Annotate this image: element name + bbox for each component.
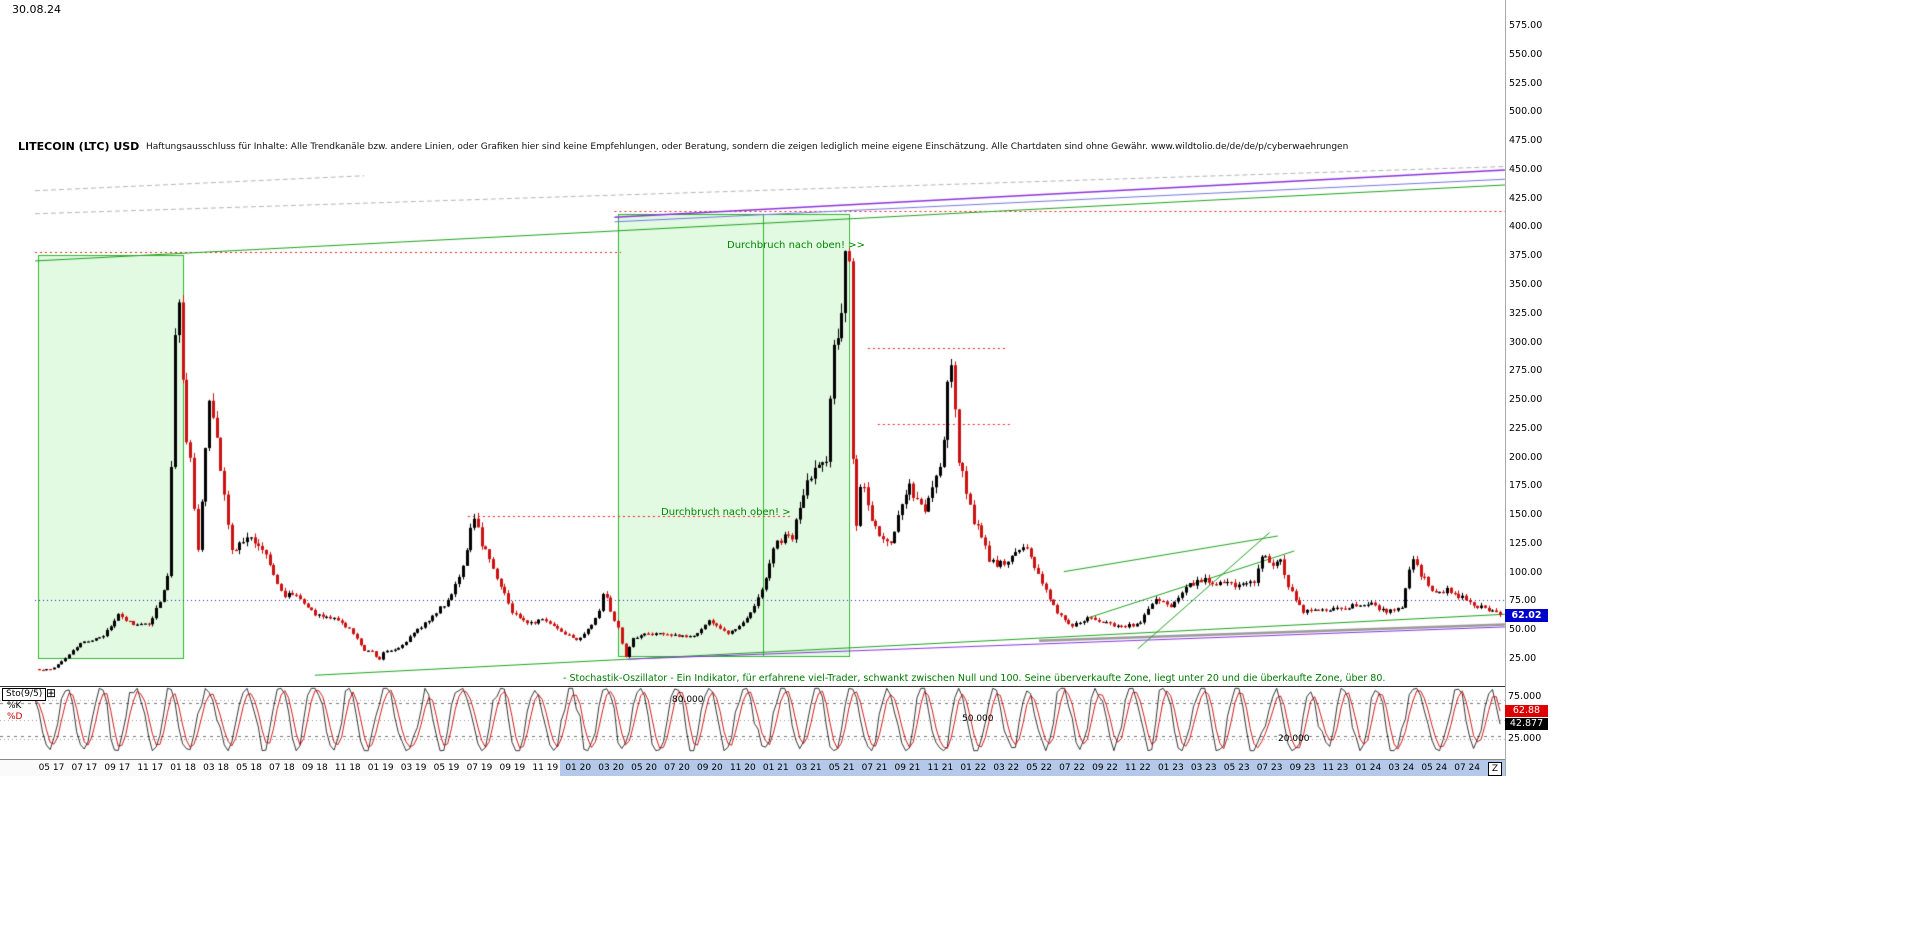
x-axis-tick: 01 24 bbox=[1355, 763, 1382, 773]
stoch-level-20-label: 20.000 bbox=[1278, 734, 1310, 744]
disclaimer-text: Haftungsausschluss für Inhalte: Alle Tre… bbox=[146, 142, 1349, 152]
x-axis-tick: 07 17 bbox=[71, 763, 98, 773]
y-axis-tick: 75.00 bbox=[1509, 595, 1537, 607]
y-axis-tick: 400.00 bbox=[1509, 221, 1543, 233]
date-label: 30.08.24 bbox=[12, 3, 61, 16]
x-axis-tick: 11 17 bbox=[137, 763, 164, 773]
stoch-level-80-label: 80.000 bbox=[672, 695, 704, 705]
stoch-level-50-label: 50.000 bbox=[962, 714, 994, 724]
x-axis-tick: 09 17 bbox=[104, 763, 131, 773]
x-axis-tick: 07 21 bbox=[861, 763, 888, 773]
zoom-reset-button[interactable]: Z bbox=[1488, 762, 1502, 776]
y-axis-line bbox=[1505, 0, 1506, 776]
y-axis-tick: 475.00 bbox=[1509, 135, 1543, 147]
x-axis-tick: 05 19 bbox=[433, 763, 460, 773]
x-axis-tick: 11 20 bbox=[729, 763, 756, 773]
x-axis-tick: 03 22 bbox=[993, 763, 1020, 773]
y-axis-tick: 525.00 bbox=[1509, 77, 1543, 89]
x-axis-tick: 05 20 bbox=[631, 763, 657, 773]
y-axis-tick: 575.00 bbox=[1509, 20, 1543, 31]
x-axis-tick: 09 18 bbox=[301, 763, 328, 773]
x-axis-tick: 01 18 bbox=[170, 763, 197, 773]
x-axis-tick: 01 23 bbox=[1157, 763, 1184, 773]
current-price-tag: 62.02 bbox=[1505, 609, 1548, 622]
y-axis-tick: 200.00 bbox=[1509, 451, 1543, 463]
x-axis-tick: 05 22 bbox=[1026, 763, 1053, 773]
y-axis-tick: 325.00 bbox=[1509, 307, 1543, 319]
stoch-axis-25-label: 25.000 bbox=[1508, 733, 1542, 744]
x-axis-tick: 07 20 bbox=[664, 763, 690, 773]
y-axis-tick: 50.00 bbox=[1509, 624, 1537, 636]
x-axis-tick: 03 23 bbox=[1190, 763, 1217, 773]
x-axis-tick: 09 22 bbox=[1092, 763, 1118, 773]
x-axis-tick: 09 19 bbox=[499, 763, 526, 773]
y-axis-tick: 550.00 bbox=[1509, 48, 1543, 60]
x-axis-tick: 07 19 bbox=[466, 763, 493, 773]
stoch-k-value-tag: 42.877 bbox=[1505, 718, 1548, 730]
x-axis-tick: 01 19 bbox=[367, 763, 394, 773]
x-axis-tick: 03 20 bbox=[598, 763, 625, 773]
x-axis-tick: 01 22 bbox=[960, 763, 987, 773]
x-axis-tick: 07 18 bbox=[269, 763, 295, 773]
stoch-bottom-line bbox=[0, 759, 1505, 760]
y-axis-tick: 250.00 bbox=[1509, 394, 1543, 406]
y-axis-tick: 425.00 bbox=[1509, 192, 1543, 204]
stoch-axis-75-label: 75.000 bbox=[1508, 691, 1542, 702]
y-axis-tick: 375.00 bbox=[1509, 250, 1543, 262]
breakout-annotation-top: Durchbruch nach oben! >> bbox=[727, 240, 865, 251]
y-axis-tick: 175.00 bbox=[1509, 480, 1543, 492]
y-axis-tick: 25.00 bbox=[1509, 653, 1537, 664]
grid-icon[interactable]: ⊞ bbox=[46, 686, 57, 700]
panel-divider bbox=[0, 686, 1505, 687]
x-axis-tick: 07 23 bbox=[1256, 763, 1283, 773]
x-axis-tick: 05 24 bbox=[1421, 763, 1448, 773]
x-axis-tick: 01 21 bbox=[762, 763, 789, 773]
x-axis-tick: 07 22 bbox=[1059, 763, 1085, 773]
breakout-annotation-mid: Durchbruch nach oben! > bbox=[661, 507, 791, 518]
x-axis-tick: 11 22 bbox=[1125, 763, 1151, 773]
x-axis-tick: 11 18 bbox=[334, 763, 361, 773]
x-axis-tick: 09 21 bbox=[894, 763, 921, 773]
stochastic-description: - Stochastik-Oszillator - Ein Indikator,… bbox=[563, 673, 1386, 684]
chart-title: LITECOIN (LTC) USD bbox=[18, 140, 140, 153]
y-axis-tick: 100.00 bbox=[1509, 566, 1543, 578]
y-axis-tick: 275.00 bbox=[1509, 365, 1543, 377]
x-axis-tick: 09 23 bbox=[1289, 763, 1316, 773]
x-axis-tick: 11 23 bbox=[1322, 763, 1349, 773]
x-axis-tick: 09 20 bbox=[697, 763, 723, 773]
x-axis-tick: 07 24 bbox=[1454, 763, 1480, 773]
y-axis-tick: 150.00 bbox=[1509, 509, 1543, 521]
x-axis-tick: 05 21 bbox=[828, 763, 855, 773]
y-axis-tick: 500.00 bbox=[1509, 106, 1543, 118]
stochastic-indicator-label[interactable]: Sto(9/5) bbox=[2, 688, 47, 701]
x-axis-tick: 11 19 bbox=[532, 763, 559, 773]
y-axis-tick: 125.00 bbox=[1509, 537, 1543, 549]
stoch-k-label: %K bbox=[7, 701, 22, 711]
x-axis-tick: 03 19 bbox=[400, 763, 427, 773]
x-axis-tick: 05 23 bbox=[1223, 763, 1250, 773]
x-axis-tick: 05 17 bbox=[38, 763, 65, 773]
y-axis-tick: 225.00 bbox=[1509, 422, 1543, 434]
y-axis-tick: 450.00 bbox=[1509, 163, 1543, 175]
stoch-d-value-tag: 62.88 bbox=[1505, 705, 1548, 717]
x-axis-tick: 03 18 bbox=[203, 763, 229, 773]
x-axis-tick: 05 18 bbox=[236, 763, 262, 773]
y-axis-tick: 300.00 bbox=[1509, 336, 1543, 348]
stoch-d-label: %D bbox=[7, 712, 23, 722]
y-axis-tick: 350.00 bbox=[1509, 278, 1543, 290]
x-axis-tick: 03 24 bbox=[1388, 763, 1415, 773]
x-axis-tick: 01 20 bbox=[565, 763, 592, 773]
x-axis-tick: 03 21 bbox=[795, 763, 822, 773]
x-axis-tick: 11 21 bbox=[927, 763, 954, 773]
